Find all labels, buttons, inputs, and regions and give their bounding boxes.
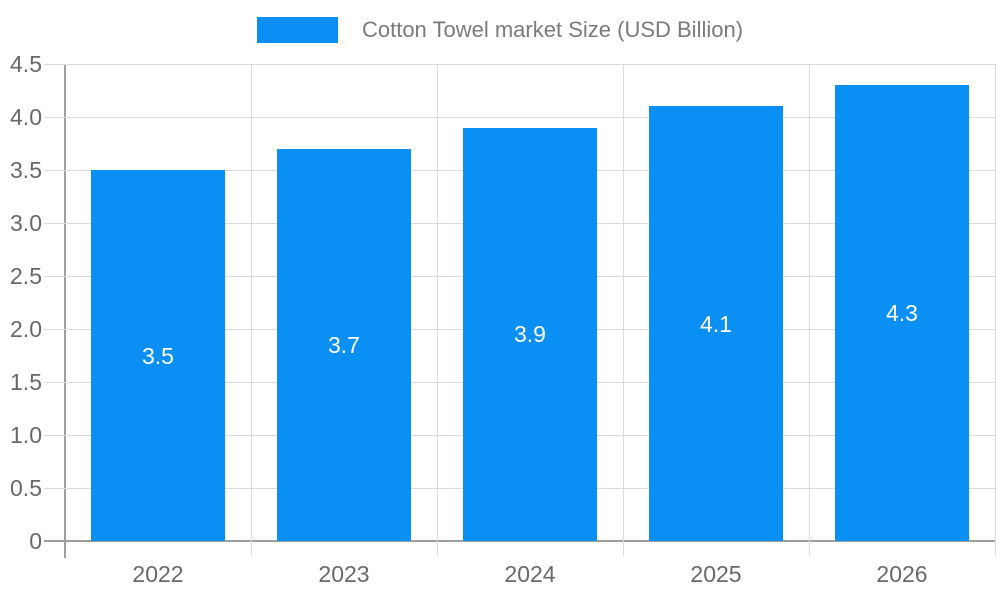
bar[interactable] xyxy=(91,170,225,541)
x-axis-tick-label: 2024 xyxy=(504,561,556,587)
gridline-vertical xyxy=(622,64,624,556)
y-axis-tick-label: 2.5 xyxy=(10,263,42,289)
y-axis-tick-label: 1.5 xyxy=(10,369,42,395)
legend-swatch xyxy=(256,17,338,43)
y-axis-tick-label: 3.5 xyxy=(10,157,42,183)
bar[interactable] xyxy=(277,148,411,541)
bar-value-label: 4.3 xyxy=(886,300,918,327)
gridline-vertical xyxy=(994,64,996,556)
gridline-horizontal xyxy=(44,63,995,65)
gridline-vertical xyxy=(250,64,252,556)
bar-value-label: 3.7 xyxy=(328,331,360,358)
bar[interactable] xyxy=(835,85,969,541)
y-axis-tick-label: 4.5 xyxy=(10,51,42,77)
y-axis-tick-label: 4.0 xyxy=(10,104,42,130)
bar-value-label: 3.9 xyxy=(514,321,546,348)
y-axis-tick-label: 3.0 xyxy=(10,210,42,236)
x-axis-tick-label: 2025 xyxy=(690,561,742,587)
bar[interactable] xyxy=(649,106,783,541)
x-axis-line xyxy=(44,540,995,542)
gridline-vertical xyxy=(808,64,810,556)
x-axis-tick-label: 2026 xyxy=(876,561,928,587)
bar-value-label: 4.1 xyxy=(700,310,732,337)
y-axis-tick-label: 1.0 xyxy=(10,422,42,448)
x-axis-tick-label: 2022 xyxy=(132,561,184,587)
legend-label: Cotton Towel market Size (USD Billion) xyxy=(361,17,744,42)
y-axis-tick-label: 0.5 xyxy=(10,475,42,501)
x-axis-tick-label: 2023 xyxy=(318,561,370,587)
legend[interactable]: Cotton Towel market Size (USD Billion) xyxy=(0,17,1000,43)
gridline-horizontal xyxy=(44,116,995,118)
gridline-vertical xyxy=(436,64,438,556)
bar-value-label: 3.5 xyxy=(142,342,174,369)
y-axis-tick-label: 2.0 xyxy=(10,316,42,342)
y-axis-tick-label: 0 xyxy=(29,528,42,554)
bar[interactable] xyxy=(463,127,597,541)
y-axis-line xyxy=(63,64,66,558)
